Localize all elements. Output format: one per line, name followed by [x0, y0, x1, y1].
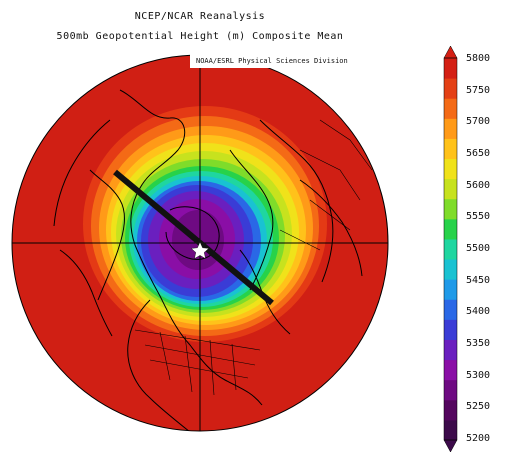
colorbar-segment [444, 198, 457, 220]
title-line-2: 500mb Geopotential Height (m) Composite … [56, 31, 344, 42]
colorbar-segment [444, 58, 457, 79]
colorbar-segment [444, 98, 457, 119]
colorbar-segment [444, 238, 457, 260]
colorbar-cap-top [443, 45, 458, 59]
colorbar-segment [444, 419, 457, 441]
credit-label: NOAA/ESRL Physical Sciences Division [190, 54, 394, 68]
colorbar-segment [444, 399, 457, 421]
colorbar-segment [444, 259, 457, 280]
colorbar-tick-label: 5650 [466, 148, 491, 159]
colorbar-outline [443, 57, 458, 441]
colorbar-segment [444, 379, 457, 401]
colorbar-tick-label: 5450 [466, 274, 491, 286]
colorbar-tick-label: 5200 [466, 433, 491, 444]
colorbar-tick-label: 5350 [466, 338, 491, 349]
colorbar-tick-label: 5300 [466, 369, 491, 381]
colorbar-segment [444, 178, 457, 200]
colorbar-segment [444, 78, 457, 99]
colorbar-tick-label: 5550 [466, 211, 491, 223]
colorbar-segment [444, 359, 457, 381]
star-icon [190, 241, 210, 260]
colorbar-tick-label: 5400 [466, 306, 491, 318]
colorbar-tick-label: 5600 [466, 179, 491, 191]
colorbar-tick-label: 5250 [466, 401, 491, 413]
title-line-1: NCEP/NCAR Reanalysis [134, 11, 266, 22]
colorbar-tick-label: 5700 [466, 116, 491, 128]
height-field [12, 55, 388, 431]
colorbar-segment [444, 279, 457, 300]
colorbar-segment [444, 118, 457, 139]
coastlines [53, 89, 363, 431]
colorbar-segment [444, 319, 457, 340]
colorbar-tick-label: 5750 [466, 84, 491, 96]
colorbar-tick-label: 5800 [466, 53, 491, 64]
colorbar-segment [444, 339, 457, 361]
colorbar-segment [444, 299, 457, 320]
colorbar-segment [444, 138, 457, 160]
colorbar-tick-label: 5500 [466, 243, 491, 254]
colorbar-segment [444, 218, 457, 240]
colorbar [443, 45, 458, 453]
colorbar-cap-bottom [443, 439, 458, 453]
transect-line [113, 169, 274, 306]
colorbar-segment [444, 158, 457, 180]
